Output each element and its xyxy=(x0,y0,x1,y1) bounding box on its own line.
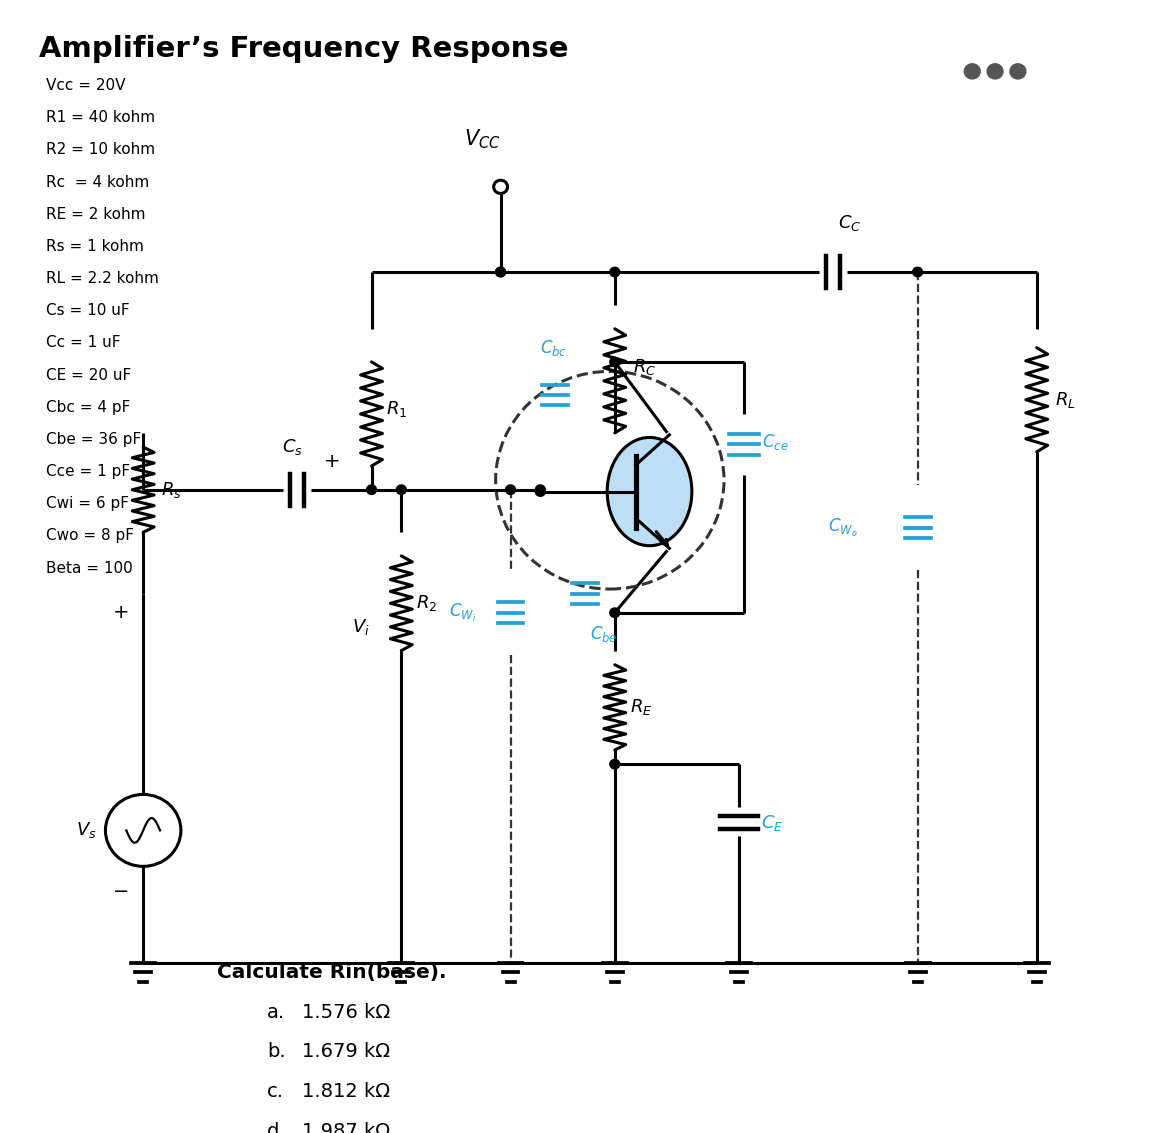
Circle shape xyxy=(987,63,1003,79)
Text: $R_1$: $R_1$ xyxy=(386,399,408,419)
Text: Amplifier’s Frequency Response: Amplifier’s Frequency Response xyxy=(39,35,569,63)
Text: b.: b. xyxy=(267,1042,285,1062)
Circle shape xyxy=(496,267,505,276)
Text: $R_E$: $R_E$ xyxy=(629,698,652,717)
Text: Cc = 1 uF: Cc = 1 uF xyxy=(46,335,121,350)
Text: $C_{be}$: $C_{be}$ xyxy=(590,623,618,644)
Text: RE = 2 kohm: RE = 2 kohm xyxy=(46,206,145,222)
Text: R2 = 10 kohm: R2 = 10 kohm xyxy=(46,143,154,157)
Text: $C_{W_i}$: $C_{W_i}$ xyxy=(449,602,476,624)
Text: $V_i$: $V_i$ xyxy=(352,616,370,637)
Text: $C_{W_o}$: $C_{W_o}$ xyxy=(828,517,858,538)
Text: Cwi = 6 pF: Cwi = 6 pF xyxy=(46,496,129,511)
Text: 1.576 kΩ: 1.576 kΩ xyxy=(302,1003,391,1022)
Circle shape xyxy=(536,487,545,496)
Text: Vcc = 20V: Vcc = 20V xyxy=(46,78,125,93)
Text: $R_C$: $R_C$ xyxy=(633,357,656,376)
Circle shape xyxy=(610,267,620,276)
Text: Rc  = 4 kohm: Rc = 4 kohm xyxy=(46,174,149,189)
Text: $C_{bc}$: $C_{bc}$ xyxy=(541,338,567,358)
Circle shape xyxy=(610,357,620,367)
Text: 1.987 kΩ: 1.987 kΩ xyxy=(302,1122,390,1133)
Text: $C_s$: $C_s$ xyxy=(282,437,303,457)
Text: RL = 2.2 kohm: RL = 2.2 kohm xyxy=(46,271,159,286)
Text: $V_{CC}$: $V_{CC}$ xyxy=(464,128,501,152)
Circle shape xyxy=(913,267,923,276)
Text: $R_L$: $R_L$ xyxy=(1054,390,1075,410)
Text: $R_2$: $R_2$ xyxy=(417,594,438,613)
Circle shape xyxy=(1010,63,1026,79)
Circle shape xyxy=(496,267,505,276)
Text: Cce = 1 pF: Cce = 1 pF xyxy=(46,465,130,479)
Text: $C_C$: $C_C$ xyxy=(838,213,861,232)
Text: R1 = 40 kohm: R1 = 40 kohm xyxy=(46,110,154,125)
Text: 1.812 kΩ: 1.812 kΩ xyxy=(302,1082,390,1101)
Circle shape xyxy=(964,63,980,79)
Text: Cwo = 8 pF: Cwo = 8 pF xyxy=(46,528,133,544)
Text: −: − xyxy=(113,883,130,902)
Text: $C_{ce}$: $C_{ce}$ xyxy=(762,433,789,452)
Text: Beta = 100: Beta = 100 xyxy=(46,561,132,576)
Text: c.: c. xyxy=(267,1082,284,1101)
Circle shape xyxy=(366,485,377,494)
Circle shape xyxy=(397,485,406,494)
Text: Calculate Rin(base).: Calculate Rin(base). xyxy=(218,963,447,982)
Text: Cbe = 36 pF: Cbe = 36 pF xyxy=(46,432,142,446)
Circle shape xyxy=(610,608,620,617)
Circle shape xyxy=(505,485,516,494)
Text: $C_E$: $C_E$ xyxy=(760,812,783,833)
Text: a.: a. xyxy=(267,1003,285,1022)
Circle shape xyxy=(536,485,545,494)
Text: $V_s$: $V_s$ xyxy=(76,820,96,841)
Text: Cbc = 4 pF: Cbc = 4 pF xyxy=(46,400,130,415)
Ellipse shape xyxy=(607,437,691,546)
Text: d.: d. xyxy=(267,1122,285,1133)
Text: $R_s$: $R_s$ xyxy=(161,479,181,500)
Text: +: + xyxy=(113,603,130,622)
Text: Rs = 1 kohm: Rs = 1 kohm xyxy=(46,239,144,254)
Circle shape xyxy=(610,759,620,769)
Text: 1.679 kΩ: 1.679 kΩ xyxy=(302,1042,390,1062)
Text: Cs = 10 uF: Cs = 10 uF xyxy=(46,304,130,318)
Text: +: + xyxy=(324,452,340,471)
Text: CE = 20 uF: CE = 20 uF xyxy=(46,367,131,383)
